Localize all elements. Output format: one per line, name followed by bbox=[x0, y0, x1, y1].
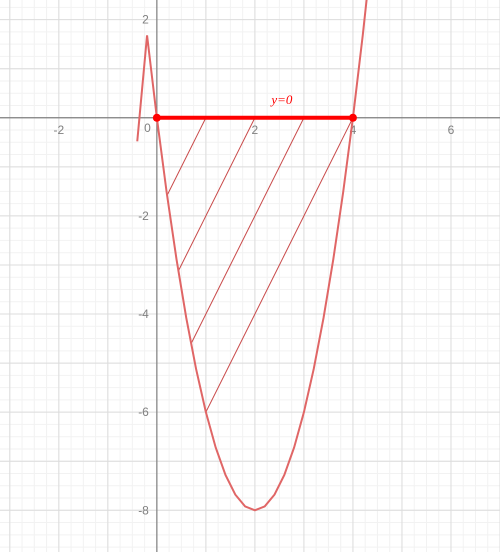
y-tick-label: -6 bbox=[138, 405, 149, 419]
y-tick-label: -8 bbox=[138, 503, 149, 517]
y-tick-label: -4 bbox=[138, 307, 149, 321]
parabola-chart: -22462-2-4-6-80y=0 bbox=[0, 0, 500, 552]
endpoint-right bbox=[349, 114, 357, 122]
annotation-label: y=0 bbox=[269, 92, 293, 107]
x-tick-label: 6 bbox=[448, 123, 455, 137]
x-tick-label: 2 bbox=[252, 123, 259, 137]
y-tick-label: 2 bbox=[142, 13, 149, 27]
grid-minor bbox=[0, 0, 500, 552]
grid-major bbox=[0, 0, 500, 552]
origin-label: 0 bbox=[144, 121, 151, 135]
endpoint-left bbox=[153, 114, 161, 122]
y-tick-label: -2 bbox=[138, 209, 149, 223]
x-tick-label: -2 bbox=[53, 123, 64, 137]
